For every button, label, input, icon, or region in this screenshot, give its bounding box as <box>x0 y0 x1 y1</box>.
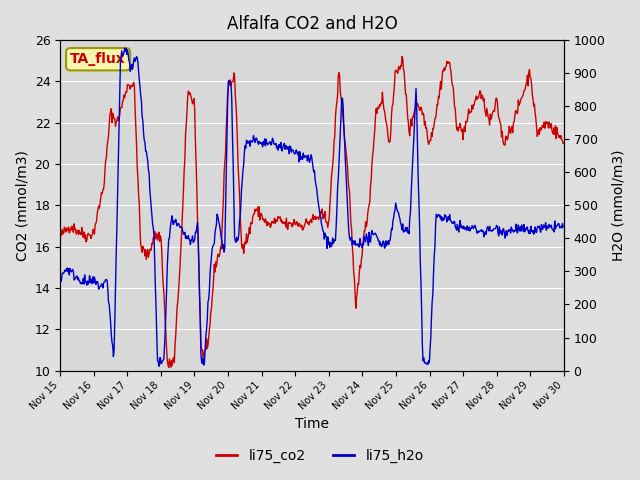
li75_h2o <box>155 363 163 369</box>
li75_co2 <box>388 103 396 109</box>
li75_co2 <box>560 141 568 146</box>
li75_h2o <box>374 238 382 243</box>
li75_co2 <box>56 232 64 238</box>
li75_h2o <box>560 224 568 229</box>
Y-axis label: H2O (mmol/m3): H2O (mmol/m3) <box>611 150 625 261</box>
li75_h2o <box>56 275 64 280</box>
li75_h2o <box>170 222 177 228</box>
Line: li75_h2o: li75_h2o <box>60 48 564 366</box>
li75_co2 <box>374 104 381 110</box>
li75_co2 <box>117 105 125 110</box>
li75_h2o <box>389 218 397 224</box>
li75_h2o <box>117 53 125 59</box>
li75_h2o <box>65 272 73 278</box>
li75_co2 <box>398 54 406 60</box>
Y-axis label: CO2 (mmol/m3): CO2 (mmol/m3) <box>15 150 29 261</box>
Title: Alfalfa CO2 and H2O: Alfalfa CO2 and H2O <box>227 15 397 33</box>
Legend: li75_co2, li75_h2o: li75_co2, li75_h2o <box>211 443 429 468</box>
li75_co2 <box>65 230 73 236</box>
X-axis label: Time: Time <box>295 418 329 432</box>
li75_h2o <box>121 45 129 51</box>
Line: li75_co2: li75_co2 <box>60 57 564 368</box>
li75_co2 <box>169 356 177 362</box>
li75_co2 <box>165 365 173 371</box>
Text: TA_flux: TA_flux <box>70 52 126 66</box>
li75_co2 <box>196 294 204 300</box>
li75_h2o <box>196 318 204 324</box>
